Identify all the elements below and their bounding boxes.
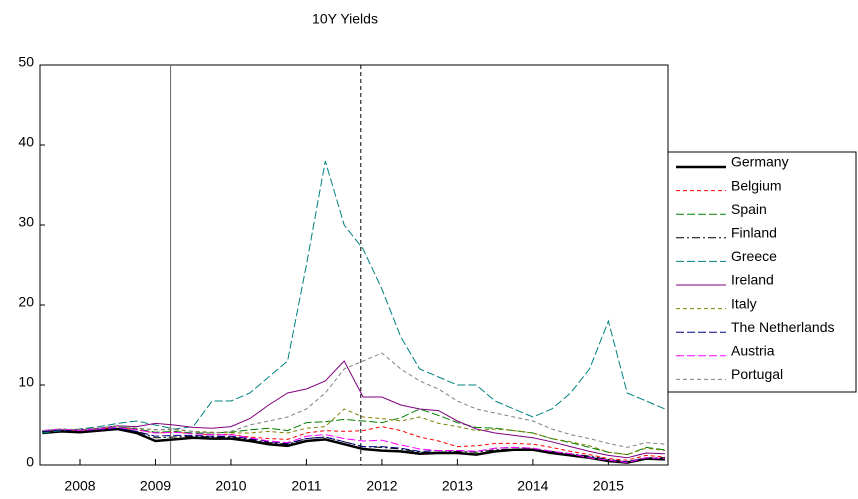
legend-box bbox=[667, 151, 857, 393]
x-tick-label: 2010 bbox=[215, 478, 246, 494]
legend-label: Austria bbox=[731, 343, 775, 359]
legend-label: Italy bbox=[731, 295, 757, 311]
chart-title: 10Y Yields bbox=[312, 11, 378, 27]
legend-label: Germany bbox=[731, 154, 789, 170]
legend-label: The Netherlands bbox=[731, 319, 835, 335]
x-tick-label: 2008 bbox=[64, 478, 95, 494]
y-tick-label: 40 bbox=[18, 134, 34, 150]
series-line bbox=[42, 427, 666, 464]
y-tick-label: 0 bbox=[26, 454, 34, 470]
series-line bbox=[42, 408, 666, 456]
x-tick-label: 2015 bbox=[593, 478, 624, 494]
legend-label: Finland bbox=[731, 225, 777, 241]
legend-label: Spain bbox=[731, 201, 767, 217]
plot-frame bbox=[39, 64, 669, 466]
x-tick-label: 2011 bbox=[291, 478, 321, 494]
x-tick-label: 2014 bbox=[517, 478, 548, 494]
y-tick-label: 30 bbox=[18, 214, 34, 230]
series-line bbox=[42, 426, 666, 464]
legend-label: Greece bbox=[731, 248, 777, 264]
series-line bbox=[42, 160, 666, 434]
series-line bbox=[42, 360, 666, 459]
y-tick-label: 20 bbox=[18, 294, 34, 310]
series-line bbox=[42, 352, 666, 448]
x-tick-label: 2009 bbox=[140, 478, 171, 494]
legend-label: Ireland bbox=[731, 272, 774, 288]
x-tick-label: 2013 bbox=[442, 478, 473, 494]
legend-label: Portugal bbox=[731, 366, 783, 382]
y-tick-label: 50 bbox=[18, 54, 34, 70]
x-tick-label: 2012 bbox=[366, 478, 397, 494]
legend-label: Belgium bbox=[731, 177, 782, 193]
y-tick-label: 10 bbox=[18, 374, 34, 390]
